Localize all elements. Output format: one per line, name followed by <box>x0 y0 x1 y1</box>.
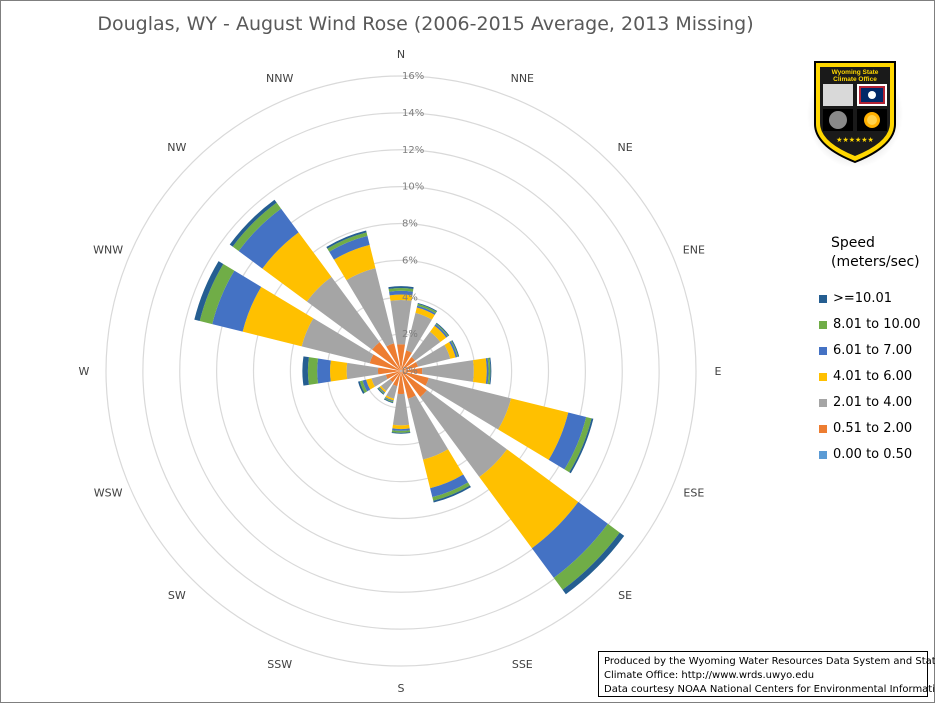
direction-label-wsw: WSW <box>94 486 123 499</box>
wind-bar-w <box>347 363 379 379</box>
wind-bar-s <box>393 394 409 426</box>
logo-text-line2: Climate Office <box>833 76 877 83</box>
legend-label: 0.51 to 2.00 <box>833 421 912 436</box>
radial-tick-label: 2% <box>402 329 418 340</box>
legend-title-line1: Speed <box>831 234 931 253</box>
legend-swatch <box>819 373 827 381</box>
wind-bar-e <box>473 358 487 383</box>
direction-label-e: E <box>715 365 722 378</box>
radial-tick-label: 14% <box>402 108 424 119</box>
legend-item: 0.51 to 2.00 <box>819 416 931 442</box>
wind-bar-w <box>317 359 331 384</box>
legend-label: 8.01 to 10.00 <box>833 317 920 332</box>
direction-label-nne: NNE <box>511 72 534 85</box>
legend-swatch <box>819 399 827 407</box>
legend-title-line2: (meters/sec) <box>831 253 931 272</box>
wind-bar-s <box>392 425 409 429</box>
radial-tick-label: 0% <box>402 366 418 377</box>
logo-stars: ★★★★★★ <box>836 136 874 144</box>
legend-label: 0.00 to 0.50 <box>833 447 912 462</box>
radial-tick-label: 12% <box>402 145 424 156</box>
legend-swatch <box>819 425 827 433</box>
wind-bar-w <box>308 357 318 385</box>
legend-label: 6.01 to 7.00 <box>833 343 912 358</box>
logo-text-line1: Wyoming State <box>832 69 879 76</box>
legend-item: 4.01 to 6.00 <box>819 364 931 390</box>
legend-label: 4.01 to 6.00 <box>833 369 912 384</box>
radial-tick-label: 10% <box>402 182 424 193</box>
direction-label-nnw: NNW <box>266 72 293 85</box>
legend-label: 2.01 to 4.00 <box>833 395 912 410</box>
legend-label: >=10.01 <box>833 291 892 306</box>
direction-label-n: N <box>397 48 405 61</box>
legend-item: 2.01 to 4.00 <box>819 390 931 416</box>
direction-label-se: SE <box>618 589 632 602</box>
credits-box: Produced by the Wyoming Water Resources … <box>598 651 928 697</box>
direction-label-ene: ENE <box>683 244 705 257</box>
legend-items: >=10.01 8.01 to 10.00 6.01 to 7.00 4.01 to … <box>819 286 931 468</box>
radial-tick-label: 8% <box>402 219 418 230</box>
direction-label-sw: SW <box>168 589 186 602</box>
legend-item: 0.00 to 0.50 <box>819 442 931 468</box>
credits-line3: Data courtesy NOAA National Centers for … <box>604 683 922 697</box>
weather-instrument-panel <box>823 84 853 106</box>
direction-label-nw: NW <box>167 141 186 154</box>
direction-label-ssw: SSW <box>267 658 292 671</box>
legend-title: Speed (meters/sec) <box>831 234 931 272</box>
legend-item: 8.01 to 10.00 <box>819 312 931 338</box>
direction-label-ese: ESE <box>683 486 704 499</box>
radial-tick-label: 16% <box>402 71 424 82</box>
legend-swatch <box>819 321 827 329</box>
direction-label-s: S <box>398 682 405 695</box>
legend-item: >=10.01 <box>819 286 931 312</box>
wind-bar-w <box>330 360 347 381</box>
direction-label-sse: SSE <box>512 658 533 671</box>
legend-swatch <box>819 451 827 459</box>
legend-swatch <box>819 347 827 355</box>
direction-label-ne: NE <box>618 141 633 154</box>
radial-tick-label: 4% <box>402 292 418 303</box>
credits-line1: Produced by the Wyoming Water Resources … <box>604 655 922 669</box>
wind-rose-plot: 0%2%4%6%8%10%12%14%16% NNNENEENEEESESESS… <box>1 1 850 704</box>
legend-swatch <box>819 295 827 303</box>
climate-office-logo: Wyoming State Climate Office ★★★★★★ <box>807 54 903 168</box>
direction-label-wnw: WNW <box>93 244 123 257</box>
direction-label-w: W <box>79 365 90 378</box>
chart-legend: Speed (meters/sec) >=10.01 8.01 to 10.00 6… <box>819 234 931 468</box>
radial-tick-label: 6% <box>402 255 418 266</box>
credits-line2: Climate Office: http://www.wrds.uwyo.edu <box>604 669 922 683</box>
legend-item: 6.01 to 7.00 <box>819 338 931 364</box>
